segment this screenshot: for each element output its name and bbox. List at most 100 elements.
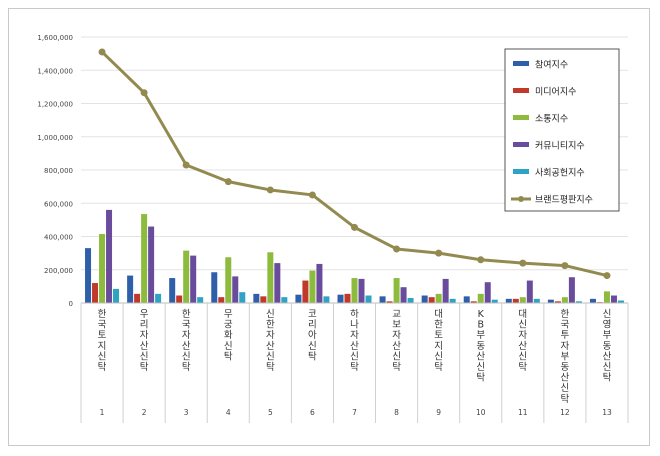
category-label-char: 탁 xyxy=(476,372,485,384)
bar xyxy=(134,293,141,303)
category-label-char: 궁 xyxy=(224,320,233,331)
category-table: 한 국 토 지 신 탁1우 리 자 산 신 탁2한 국 자 산 신 탁3무 궁 화 신 탁4신 한 자 산 신 탁5코 리 아 신 탁6… xyxy=(80,302,629,423)
rank-label: 4 xyxy=(226,408,231,417)
category-label-char: 자 xyxy=(140,330,149,341)
category-label-char: 산 xyxy=(603,351,612,362)
category-label-char: 신 xyxy=(434,351,443,362)
legend-entry: 소통지수 xyxy=(513,114,568,125)
rank-label: 5 xyxy=(268,408,273,417)
bar xyxy=(197,297,204,303)
line-point xyxy=(182,161,190,169)
bar xyxy=(610,295,617,303)
bar xyxy=(428,297,435,303)
category-label-char: 국 xyxy=(182,320,191,331)
bar xyxy=(561,297,568,303)
category-label-char: 지 xyxy=(434,341,443,352)
legend-swatch xyxy=(513,169,529,174)
bar xyxy=(127,275,134,303)
gridlines xyxy=(81,36,628,304)
bar xyxy=(141,214,148,303)
y-tick-label: 400,000 xyxy=(44,234,73,242)
rank-label: 1 xyxy=(100,408,105,417)
bar xyxy=(449,298,456,303)
legend-entry: 커뮤니티지수 xyxy=(513,141,585,152)
bar xyxy=(211,272,218,303)
line-point xyxy=(224,178,232,186)
series-사회공헌지수 xyxy=(113,288,624,303)
bar xyxy=(386,301,393,303)
rank-label: 2 xyxy=(142,408,147,417)
y-tick-label: 200,000 xyxy=(44,267,73,275)
bar xyxy=(148,226,155,303)
series-커뮤니티지수 xyxy=(106,209,617,303)
category-label-char: 자 xyxy=(518,330,527,341)
series-참여지수 xyxy=(85,248,596,303)
bar xyxy=(253,293,260,303)
category-label-char: 자 xyxy=(350,330,359,341)
rank-label: 6 xyxy=(310,408,315,417)
line-point xyxy=(308,191,316,199)
category-label-char: 산 xyxy=(266,341,275,352)
legend-entry: 사회공헌지수 xyxy=(513,168,585,179)
brand-reputation-chart: 0 200,000 400,000 600,000 800,000 1,000,000 1,… xyxy=(37,34,629,423)
bar xyxy=(92,283,99,303)
bar xyxy=(225,257,232,303)
rank-label: 8 xyxy=(394,408,399,417)
category-label-char: 국 xyxy=(98,320,107,331)
y-tick-label: 1,200,000 xyxy=(37,101,73,109)
bar xyxy=(99,234,106,303)
line-point xyxy=(477,256,485,264)
line-series xyxy=(98,48,611,280)
legend-entry: 참여지수 xyxy=(513,59,568,71)
bar xyxy=(316,263,323,303)
bar xyxy=(281,297,288,303)
y-tick-label: 1,600,000 xyxy=(37,34,73,42)
bar xyxy=(512,298,519,303)
bar xyxy=(351,278,358,303)
category-label-char: 하 xyxy=(350,308,359,320)
category-label-char: 신 xyxy=(476,362,485,373)
bar xyxy=(568,277,575,303)
bar xyxy=(491,299,498,303)
category-label-char: 보 xyxy=(392,320,401,331)
bar xyxy=(421,295,428,303)
category-label-char: 신 xyxy=(603,362,612,373)
rank-label: 7 xyxy=(352,408,357,417)
bar xyxy=(176,295,183,303)
legend-swatch-marker xyxy=(518,196,524,202)
category-label-char: 탁 xyxy=(182,361,191,373)
legend-label: 사회공헌지수 xyxy=(535,168,585,179)
category-label-char: 한 xyxy=(561,309,570,320)
category-label-char: 탁 xyxy=(224,350,233,362)
bar xyxy=(190,255,197,303)
category-label-char: 한 xyxy=(434,320,443,331)
rank-label: 10 xyxy=(476,408,486,417)
legend-box xyxy=(504,48,620,212)
legend-swatch xyxy=(513,88,529,93)
category-label-char: 아 xyxy=(308,330,317,341)
y-tick-label: 800,000 xyxy=(44,167,73,175)
legend-swatch xyxy=(513,61,529,66)
bar xyxy=(113,288,120,303)
category-label-char: 토 xyxy=(434,330,443,341)
category-label-char: 탁 xyxy=(392,361,401,373)
category-label-char: 탁 xyxy=(308,350,317,362)
category-label-char: 화 xyxy=(224,330,233,341)
category-label-char: 대 xyxy=(434,309,443,320)
bar xyxy=(274,263,281,303)
line-point xyxy=(98,48,106,56)
bar xyxy=(337,294,344,303)
bar xyxy=(442,278,449,303)
category-label-char: 탁 xyxy=(518,361,527,373)
bar xyxy=(85,248,92,303)
category-label-char: 한 xyxy=(182,309,191,320)
category-label-char: 신 xyxy=(561,383,570,394)
bar xyxy=(484,282,491,303)
